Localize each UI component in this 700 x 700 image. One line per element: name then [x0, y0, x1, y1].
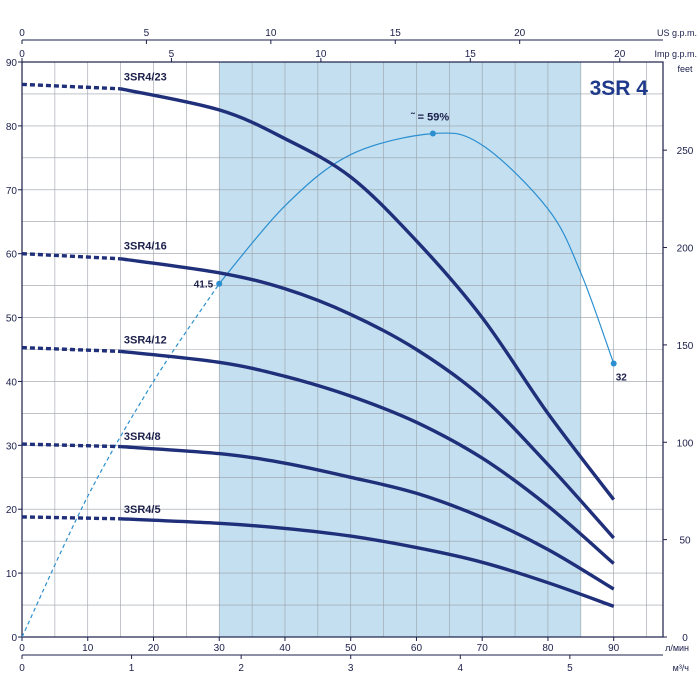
- x-tick-label-m3h: 0: [19, 663, 25, 674]
- y-tick-label-right: 150: [677, 341, 694, 352]
- x-tick-label-lmin: 70: [477, 643, 489, 654]
- x-tick-label-m3h: 3: [348, 663, 354, 674]
- x-tick-label-lmin: 80: [542, 643, 554, 654]
- head-curve: [120, 349, 615, 565]
- y-tick-label-left: 60: [6, 250, 18, 261]
- efficiency-marker: [216, 280, 223, 287]
- y-tick-label-left: 80: [6, 122, 18, 133]
- series-label: 3SR4/12: [124, 335, 167, 347]
- x-tick-label-lmin: 90: [608, 643, 620, 654]
- x-tick-label-lmin: 30: [214, 643, 226, 654]
- x-tick-label-m3h: 4: [458, 663, 464, 674]
- y-tick-label-left: 40: [6, 377, 18, 388]
- x-tick-label-imp: 0: [19, 49, 25, 60]
- x-tick-label-us: 5: [144, 28, 150, 39]
- head-curve: [120, 517, 615, 608]
- head-curve: [120, 87, 616, 501]
- x-tick-label-lmin: 50: [345, 643, 357, 654]
- x-tick-label-lmin: 0: [19, 643, 25, 654]
- x-tick-label-m3h: 5: [567, 663, 573, 674]
- efficiency-marker: [429, 130, 436, 137]
- x-tick-label-lmin: 40: [279, 643, 291, 654]
- y-tick-label-left: 50: [6, 314, 18, 325]
- head-curve-dashed: [21, 82, 121, 91]
- x-tick-label-m3h: 1: [129, 663, 135, 674]
- head-curve: [120, 444, 615, 591]
- y-unit-feet: feet: [677, 64, 693, 74]
- x-tick-label-imp: 20: [614, 49, 626, 60]
- series-label: 3SR4/23: [124, 71, 167, 83]
- series-label: 3SR4/16: [124, 241, 167, 253]
- x-tick-label-m3h: 2: [238, 663, 244, 674]
- efficiency-point-label: 41.5: [194, 280, 214, 291]
- x-tick-label-imp: 5: [169, 49, 175, 60]
- x-tick-label-imp: 15: [465, 49, 477, 60]
- head-curve-dashed: [21, 345, 121, 354]
- x-tick-label-lmin: 10: [82, 643, 94, 654]
- x-tick-label-us: 15: [390, 28, 402, 39]
- x-tick-label-imp: 10: [315, 49, 327, 60]
- head-curve-dashed: [21, 252, 121, 261]
- y-tick-label-left: 30: [6, 441, 18, 452]
- efficiency-curve-dashed: [21, 283, 220, 638]
- x-unit-imp: Imp g.p.m.: [654, 49, 697, 59]
- head-curve-dashed: [21, 442, 121, 449]
- efficiency-marker: [610, 360, 617, 367]
- efficiency-curve: [218, 132, 615, 364]
- x-tick-label-lmin: 20: [148, 643, 160, 654]
- y-tick-label-left: 0: [11, 633, 17, 644]
- head-curve-dashed: [21, 515, 121, 521]
- y-tick-label-left: 70: [6, 186, 18, 197]
- x-tick-label-us: 0: [19, 28, 25, 39]
- y-tick-label-left: 20: [6, 505, 18, 516]
- x-unit-lmin: л/мин: [665, 643, 689, 653]
- x-unit-us: US g.p.m.: [657, 28, 697, 38]
- series-label: 3SR4/8: [124, 431, 161, 443]
- y-tick-label-right: 50: [679, 536, 691, 547]
- x-tick-label-lmin: 60: [411, 643, 423, 654]
- x-tick-label-us: 10: [265, 28, 277, 39]
- series-label: 3SR4/5: [124, 504, 161, 516]
- efficiency-peak-label: ˜ = 59%: [410, 112, 449, 124]
- plot-frame: [21, 61, 664, 638]
- x-tick-label-us: 20: [514, 28, 526, 39]
- x-unit-m3h: м³/ч: [673, 663, 690, 673]
- head-curve: [120, 257, 615, 540]
- y-tick-label-right: 250: [677, 146, 694, 157]
- efficiency-point-label: 32: [616, 373, 628, 384]
- y-tick-label-right: 200: [677, 244, 694, 255]
- chart-title: 3SR 4: [590, 77, 649, 100]
- y-tick-label-left: 90: [6, 58, 18, 69]
- y-tick-label-right: 0: [682, 633, 688, 644]
- y-tick-label-right: 100: [677, 438, 694, 449]
- y-tick-label-left: 10: [6, 569, 18, 580]
